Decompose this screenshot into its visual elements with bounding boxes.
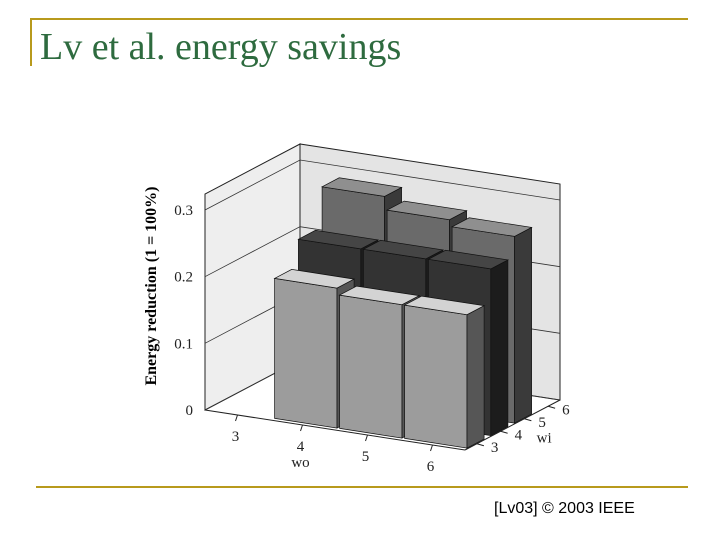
wi-tick-label: 4 <box>515 427 523 443</box>
wi-tick-label: 6 <box>562 402 570 418</box>
y-tick-label: 0.3 <box>174 203 193 219</box>
slide-title: Lv et al. energy savings <box>40 26 402 68</box>
bar-top <box>427 249 510 270</box>
bar-side <box>514 226 532 424</box>
bar-front <box>339 294 403 439</box>
y-tick-label: 0 <box>186 403 194 419</box>
bar-top <box>385 200 468 221</box>
bar-side <box>466 305 485 449</box>
y-tick-label: 0.2 <box>174 270 193 286</box>
wi-axis-label: wi <box>537 430 552 446</box>
bar-top <box>297 229 380 250</box>
bar-top <box>403 295 486 316</box>
bar <box>403 295 486 449</box>
wo-tick <box>365 434 368 442</box>
title-rule-top <box>30 18 688 20</box>
wi-tick <box>547 405 556 409</box>
wo-tick-label: 3 <box>232 429 240 445</box>
wi-axis <box>464 399 561 451</box>
wi-tick-label: 5 <box>538 415 546 431</box>
bar-top <box>338 285 421 306</box>
y-tick-label: 0.1 <box>174 336 193 352</box>
bar-front <box>404 304 468 449</box>
wo-tick <box>430 444 433 452</box>
copyright-footer: [Lv03] © 2003 IEEE <box>494 500 635 517</box>
wo-tick <box>300 424 303 432</box>
chart-bars <box>273 177 533 449</box>
wo-tick-label: 5 <box>362 449 370 465</box>
wo-tick <box>235 414 238 422</box>
y-axis-label: Energy reduction (1 = 100%) <box>143 186 160 385</box>
bar-top <box>450 217 533 237</box>
wi-tick <box>500 430 508 434</box>
gridline-y <box>204 159 561 211</box>
wi-tick-label: 3 <box>491 440 499 456</box>
bar-front <box>274 277 338 429</box>
wo-tick-label: 4 <box>297 439 305 455</box>
bar-top <box>320 177 403 197</box>
bar-side <box>490 259 509 437</box>
wo-tick-label: 6 <box>427 459 435 475</box>
wi-tick <box>524 418 532 422</box>
wi-tick <box>476 443 485 447</box>
wo-axis <box>204 409 466 451</box>
footer-rule <box>36 486 688 488</box>
bar-top <box>362 239 445 260</box>
title-rule-left <box>30 18 32 66</box>
bar-top <box>273 269 356 289</box>
wo-axis-label: wo <box>291 455 309 471</box>
